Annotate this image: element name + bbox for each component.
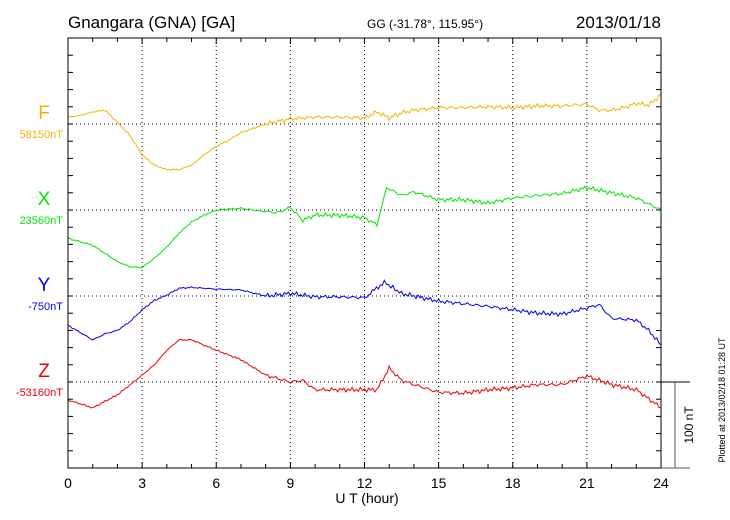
series-name-x: X <box>38 189 51 210</box>
series-baseline-y: -750nT <box>28 301 63 313</box>
plotted-timestamp: Plotted at 2013/02/18 01:28 UT <box>717 337 727 463</box>
x-tick-label: 0 <box>64 475 72 491</box>
series-line-y <box>67 279 662 346</box>
series-name-z: Z <box>38 361 50 382</box>
series-baseline-f: 58150nT <box>20 129 64 141</box>
x-tick-label: 6 <box>212 475 220 491</box>
series-baseline-x: 23560nT <box>20 215 64 227</box>
series-line-f <box>67 94 661 171</box>
scale-label: 100 nT <box>682 406 696 444</box>
series-baseline-z: -53160nT <box>16 387 63 399</box>
series-line-z <box>67 338 662 409</box>
chart-date: 2013/01/18 <box>576 13 661 32</box>
x-tick-label: 18 <box>505 475 521 491</box>
station-coords: GG (-31.78°, 115.95°) <box>367 17 483 31</box>
x-tick-label: 24 <box>653 475 669 491</box>
series-name-f: F <box>38 103 50 124</box>
series-group <box>67 94 662 409</box>
station-title: Gnangara (GNA) [GA] <box>68 13 235 32</box>
series-line-x <box>67 185 662 269</box>
x-tick-label: 21 <box>579 475 595 491</box>
x-axis-label: U T (hour) <box>335 490 398 506</box>
axis-ticks: 0 3 6 9 12 15 18 21 24 <box>64 37 669 491</box>
x-tick-label: 3 <box>138 475 146 491</box>
x-tick-label: 15 <box>431 475 447 491</box>
series-name-y: Y <box>38 275 51 296</box>
x-tick-label: 12 <box>357 475 373 491</box>
grid <box>68 38 661 468</box>
series-labels: F 58150nT X 23560nT Y -750nT Z -53160nT <box>16 103 63 399</box>
x-tick-label: 9 <box>286 475 294 491</box>
